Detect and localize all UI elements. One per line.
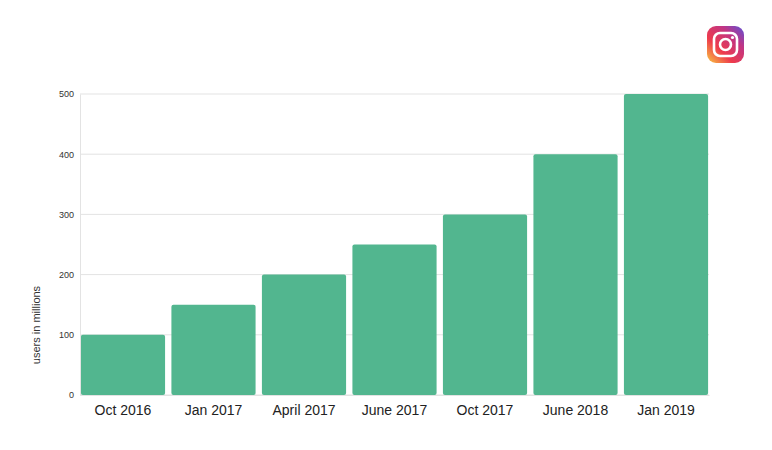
x-tick: Oct 2016	[95, 395, 152, 418]
x-tick-label: Oct 2016	[95, 402, 152, 418]
y-tick-label: 500	[59, 89, 74, 99]
y-axis: 0 100 200 300 400 500	[59, 89, 81, 400]
x-tick: June 2017	[362, 395, 428, 418]
y-tick-label: 100	[59, 330, 74, 340]
logo-dot	[731, 36, 734, 39]
bar	[81, 335, 165, 395]
y-tick: 400	[59, 150, 80, 160]
x-axis-line	[81, 395, 710, 396]
y-tick: 300	[59, 210, 80, 220]
grid	[80, 94, 709, 395]
x-tick-label: Jan 2019	[637, 402, 695, 418]
y-tick: 500	[59, 89, 80, 99]
x-tick: Jan 2017	[185, 395, 243, 418]
logo-frame	[714, 33, 737, 56]
logo	[707, 26, 744, 63]
bar	[171, 305, 255, 395]
bar	[533, 154, 617, 395]
bar	[352, 245, 436, 396]
logo-lens	[720, 39, 731, 50]
y-axis-title: users in millions	[30, 285, 42, 364]
logo-bg	[707, 26, 744, 63]
x-tick-label: June 2018	[543, 402, 609, 418]
y-tick-label: 400	[59, 150, 74, 160]
y-axis-line	[80, 95, 81, 396]
grid-line	[80, 94, 709, 95]
x-tick-label: Jan 2017	[185, 402, 243, 418]
y-tick-label: 300	[59, 210, 74, 220]
x-tick: April 2017	[272, 395, 335, 418]
x-tick-label: June 2017	[362, 402, 428, 418]
x-tick-label: Oct 2017	[457, 402, 514, 418]
y-tick-label: 0	[69, 390, 74, 400]
x-tick: Oct 2017	[457, 395, 514, 418]
x-tick-label: April 2017	[272, 402, 335, 418]
x-axis: Oct 2016 Jan 2017 April 2017 June 2017 Oct 2…	[81, 395, 710, 418]
bar	[443, 214, 527, 395]
bars	[81, 94, 708, 395]
x-tick: Jan 2019	[637, 395, 695, 418]
y-tick: 100	[59, 330, 80, 340]
chart: 0 100 200 300 400 500 Oct 2016 Jan 2017 April 20…	[0, 0, 772, 450]
y-tick: 0	[69, 390, 80, 400]
x-tick: June 2018	[543, 395, 609, 418]
y-tick-label: 200	[59, 270, 74, 280]
bar	[624, 94, 708, 395]
bar	[262, 275, 346, 395]
y-tick: 200	[59, 270, 80, 280]
